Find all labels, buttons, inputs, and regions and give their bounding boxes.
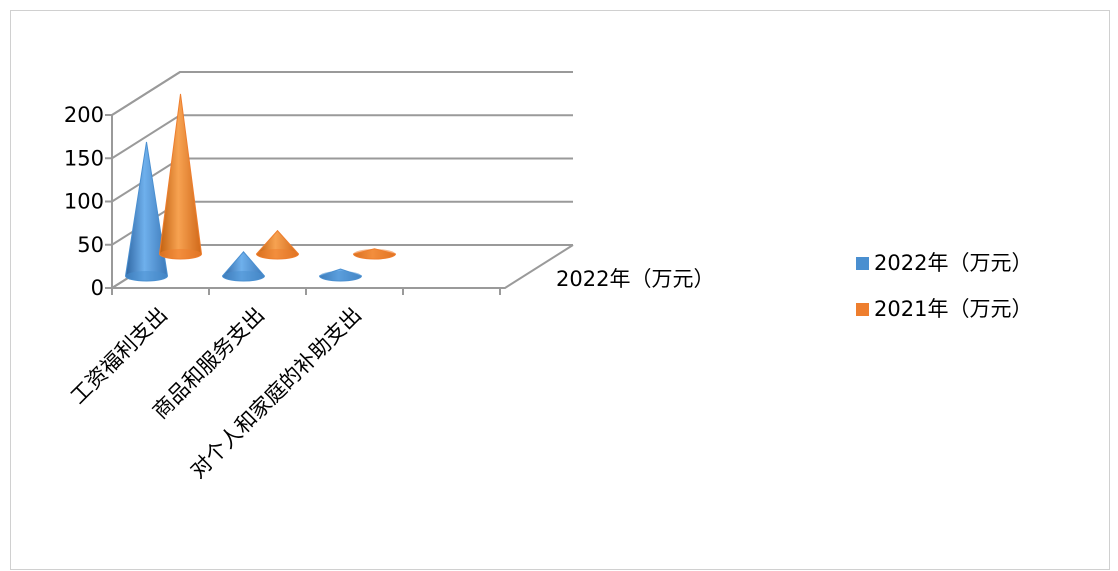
cone-base (353, 249, 396, 259)
cone-base (125, 271, 168, 281)
depth-axis-label: 2022年（万元） (556, 267, 714, 291)
category-label: 工资福利支出 (66, 303, 172, 409)
legend-swatch (856, 257, 869, 270)
cone-body (124, 141, 169, 282)
cone-2021-0 (158, 93, 203, 260)
y-tick-label: 100 (64, 190, 104, 214)
cone-base (159, 249, 202, 259)
cones (124, 93, 397, 282)
cone-base (319, 271, 362, 281)
legend-label: 2021年（万元） (874, 297, 1032, 321)
cone-base (222, 271, 265, 281)
legend: 2022年（万元） 2021年（万元） (856, 251, 1032, 321)
y-tick-label: 200 (64, 103, 104, 127)
chart-frame (10, 10, 1110, 570)
cone-2022-1 (221, 251, 266, 282)
cone-2021-2 (352, 248, 397, 260)
legend-swatch (856, 303, 869, 316)
cone-2022-2 (318, 268, 363, 282)
y-tick-label: 50 (77, 233, 104, 257)
cone-2021-1 (255, 229, 300, 260)
cone-base (256, 249, 299, 259)
category-label: 对个人和家庭的补助支出 (186, 303, 366, 483)
y-tick-label: 150 (64, 146, 104, 170)
cone-body (158, 93, 203, 260)
y-tick-label: 0 (91, 276, 104, 300)
floor-edge (112, 244, 574, 289)
legend-label: 2022年（万元） (874, 251, 1032, 275)
gridline (111, 71, 573, 116)
y-axis-ticks: 0 50 100 150 200 (64, 103, 104, 300)
cone-2022-0 (124, 141, 169, 282)
